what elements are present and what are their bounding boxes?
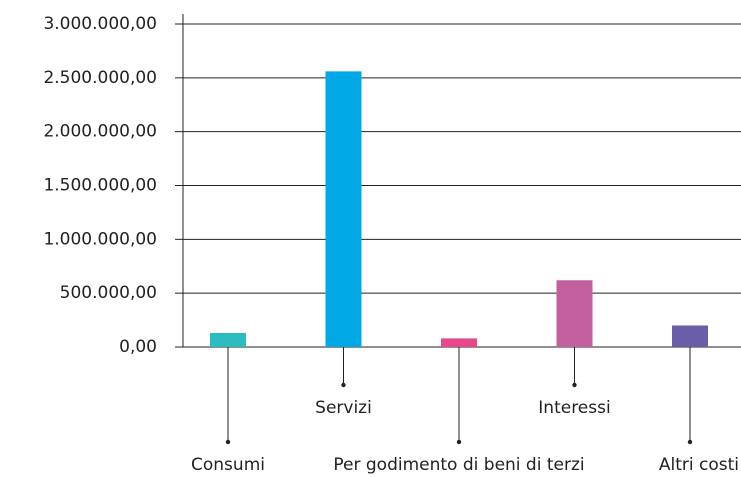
leader-dot bbox=[341, 382, 346, 388]
x-tick-label: Altri costi bbox=[659, 455, 739, 475]
bar bbox=[325, 71, 362, 347]
y-tick-label: 2.000.000,00 bbox=[43, 122, 157, 142]
y-tick-label: 500.000,00 bbox=[60, 283, 157, 303]
bar bbox=[672, 325, 708, 347]
x-tick-label: Per godimento di beni di terzi bbox=[333, 455, 584, 475]
y-tick-label: 3.000.000,00 bbox=[43, 14, 157, 34]
x-tick-label: Consumi bbox=[191, 455, 265, 475]
bar bbox=[441, 338, 477, 347]
x-tick-label: Servizi bbox=[315, 398, 372, 418]
leader-dot bbox=[687, 439, 693, 445]
y-tick-label: 1.500.000,00 bbox=[43, 176, 157, 196]
x-tick-label: Interessi bbox=[538, 398, 610, 418]
bar bbox=[210, 333, 246, 347]
y-tick-label: 1.000.000,00 bbox=[43, 229, 157, 249]
bar bbox=[556, 280, 593, 347]
leader-dot bbox=[225, 439, 231, 445]
y-tick-label: 0,00 bbox=[119, 337, 157, 357]
leader-dot bbox=[572, 382, 577, 388]
leader-dot bbox=[456, 439, 462, 445]
y-tick-label: 2.500.000,00 bbox=[43, 68, 157, 88]
